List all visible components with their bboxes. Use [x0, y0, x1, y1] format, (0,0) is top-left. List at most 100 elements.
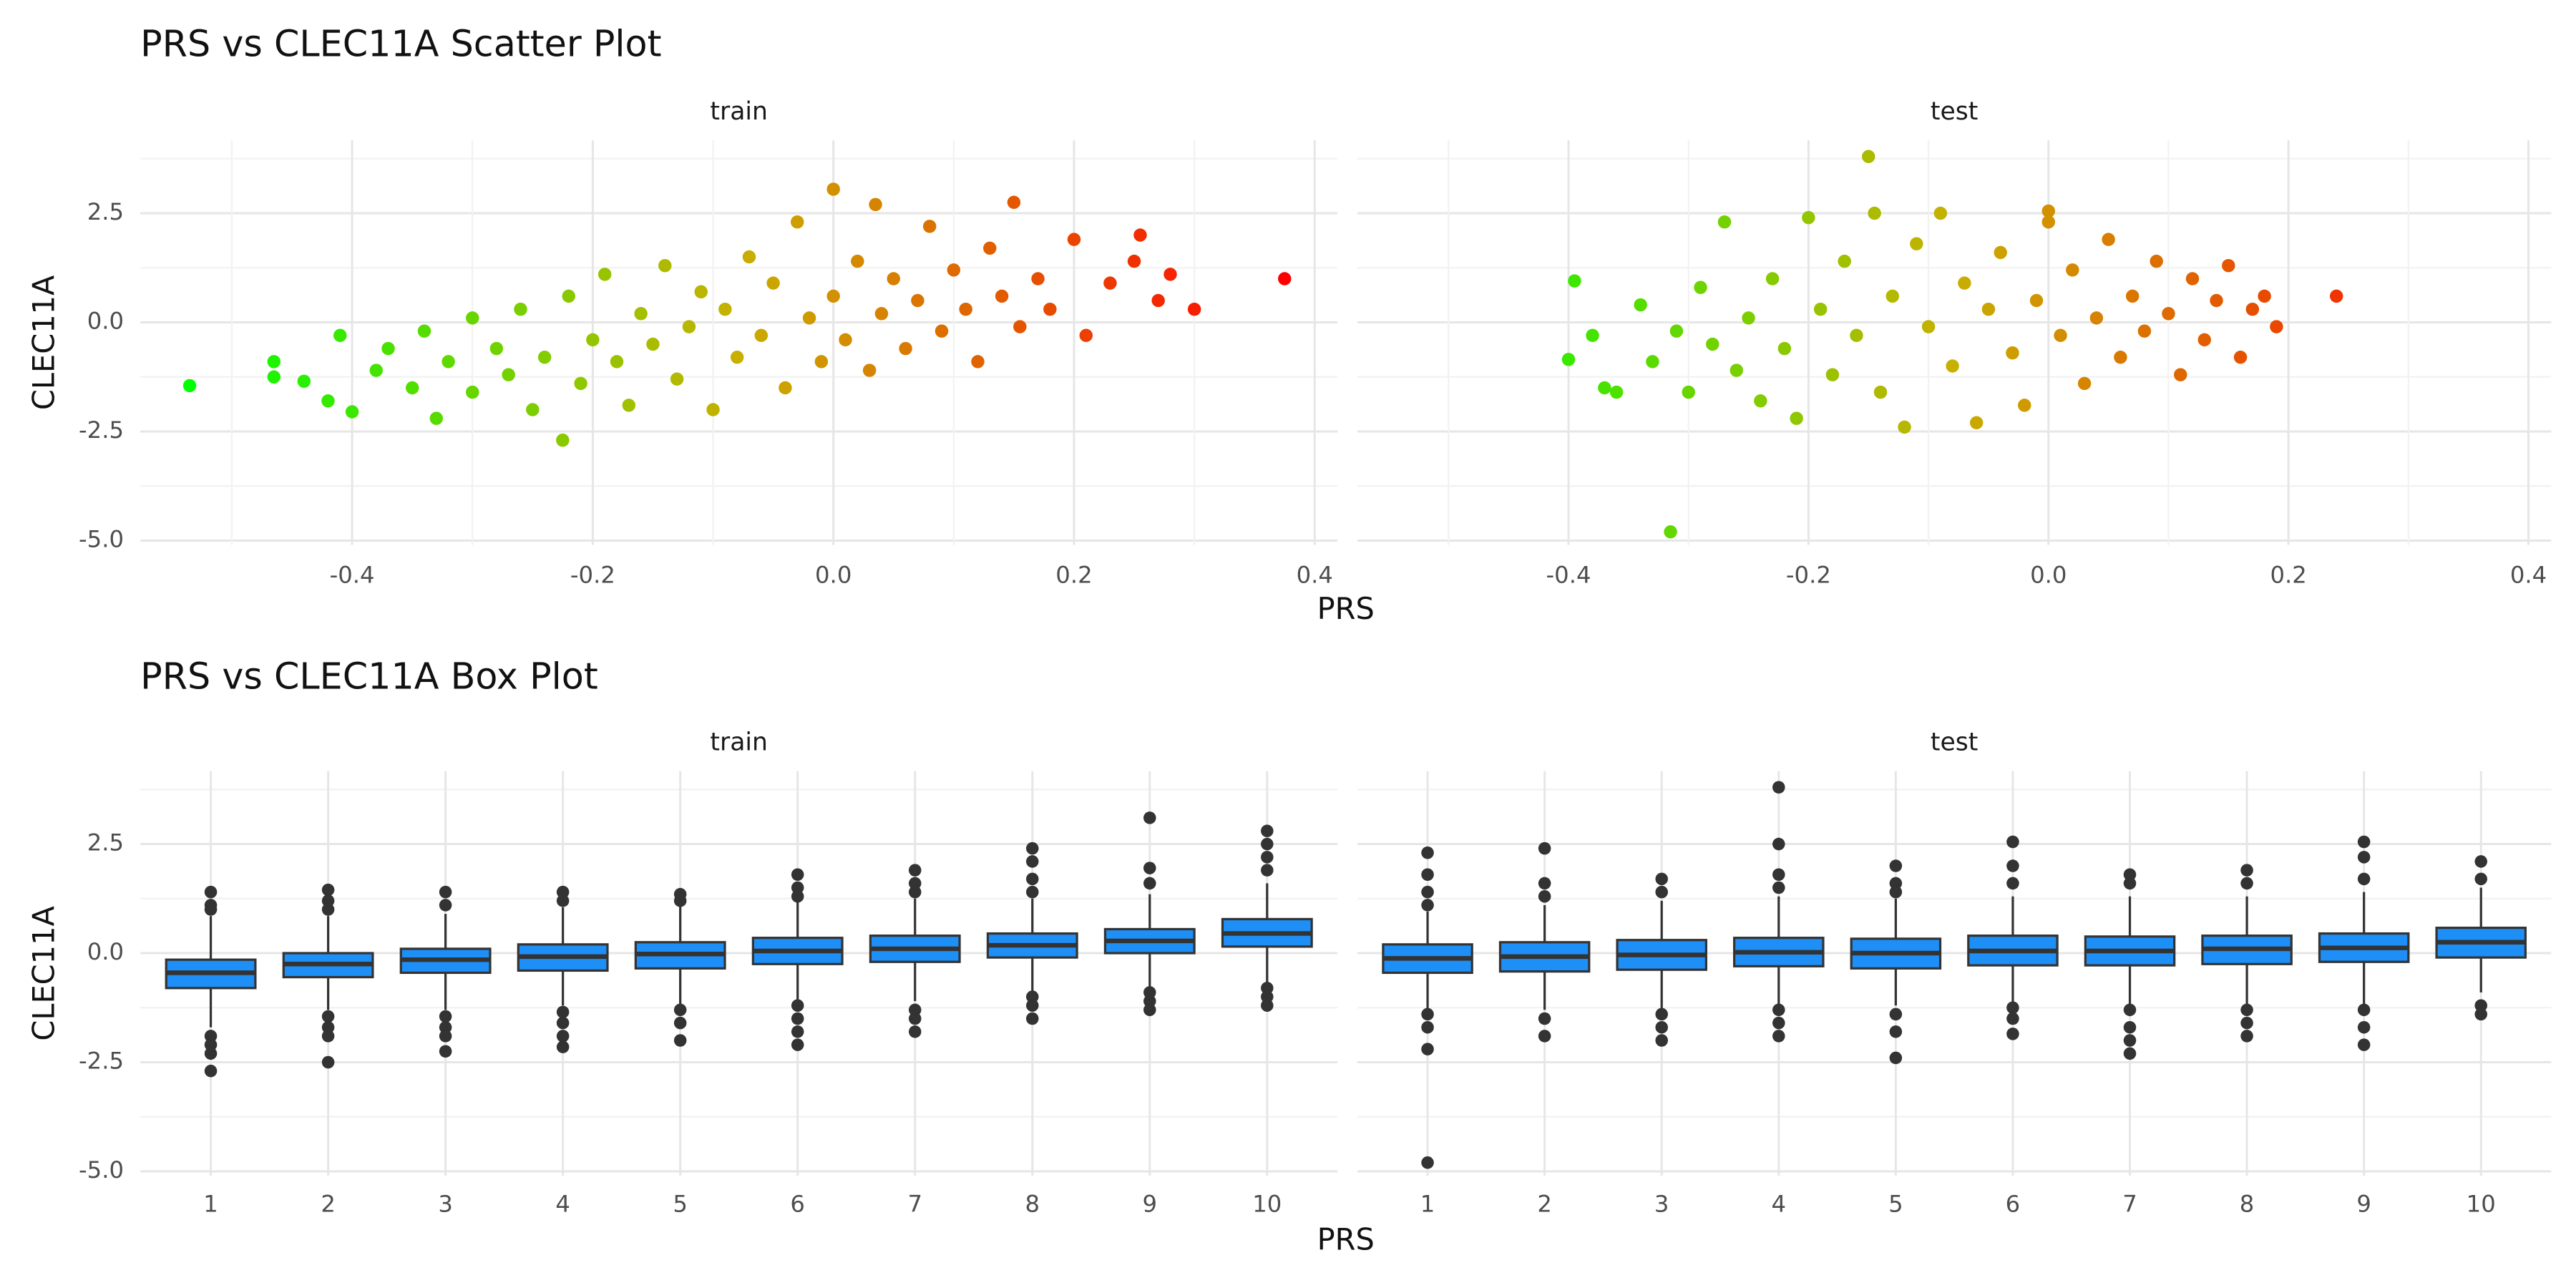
- outlier: [439, 1020, 452, 1034]
- point: [1133, 228, 1147, 242]
- outlier: [791, 868, 804, 882]
- point: [911, 293, 924, 308]
- point: [2150, 254, 2163, 268]
- point: [2222, 258, 2235, 273]
- outlier: [1772, 868, 1785, 882]
- point: [466, 385, 479, 399]
- y-tick-label: 2.5: [87, 198, 124, 225]
- x-axis-label: PRS: [1317, 1221, 1375, 1257]
- point: [1682, 385, 1695, 399]
- outlier: [321, 883, 335, 897]
- outlier: [1261, 851, 1274, 864]
- point: [1127, 254, 1141, 268]
- outlier: [321, 1010, 335, 1023]
- point: [899, 341, 912, 356]
- outlier: [1889, 1051, 1903, 1065]
- strip-label: test: [1931, 97, 1978, 126]
- outlier: [1421, 1008, 1434, 1021]
- point: [1609, 385, 1624, 399]
- point: [556, 433, 570, 447]
- point: [1151, 293, 1165, 308]
- point: [2018, 399, 2031, 412]
- point: [1946, 359, 1959, 373]
- point: [2089, 311, 2104, 325]
- outlier: [1025, 885, 1039, 899]
- point: [1634, 298, 1647, 312]
- outlier: [908, 1012, 922, 1025]
- x-tick-label: -0.4: [330, 561, 375, 588]
- point: [369, 364, 383, 377]
- x-tick-label: 0.2: [1055, 561, 1092, 588]
- outlier: [2357, 835, 2371, 849]
- point: [2245, 302, 2260, 316]
- chart-title: PRS vs CLEC11A Box Plot: [140, 655, 598, 697]
- point: [537, 351, 552, 364]
- point: [1994, 245, 2007, 260]
- point: [1921, 320, 1936, 333]
- outlier: [1772, 837, 1785, 851]
- outlier: [908, 1003, 922, 1017]
- point: [826, 182, 840, 196]
- outlier: [1261, 982, 1274, 995]
- outlier: [204, 903, 218, 916]
- outlier: [321, 1030, 335, 1043]
- outlier: [1261, 824, 1274, 838]
- point: [489, 341, 504, 356]
- point: [718, 302, 732, 316]
- x-tick-label: 0.4: [2510, 561, 2547, 588]
- point: [2233, 351, 2248, 364]
- point: [1898, 420, 1911, 434]
- outlier: [556, 1040, 570, 1053]
- outlier: [2357, 1020, 2371, 1034]
- point: [2029, 293, 2044, 308]
- point: [1079, 328, 1093, 343]
- outlier: [2123, 1034, 2137, 1047]
- y-axis-label: CLEC11A: [26, 275, 62, 410]
- outlier: [1143, 995, 1156, 1008]
- point: [995, 289, 1009, 303]
- outlier: [1025, 841, 1039, 855]
- outlier: [1421, 868, 1434, 882]
- x-tick-label: -0.4: [1546, 561, 1591, 588]
- outlier: [1538, 877, 1551, 890]
- outlier: [1421, 846, 1434, 859]
- point: [1586, 328, 1599, 343]
- point: [182, 379, 197, 393]
- point: [1873, 385, 1888, 399]
- outlier: [2123, 1003, 2137, 1017]
- outlier: [1261, 864, 1274, 877]
- outlier: [1889, 1008, 1903, 1021]
- point: [754, 328, 769, 343]
- point: [1790, 411, 1803, 425]
- point: [1669, 324, 1684, 338]
- point: [502, 368, 515, 381]
- strip-label: test: [1931, 728, 1978, 756]
- x-tick-label: 0.4: [1297, 561, 1333, 588]
- outlier: [1889, 877, 1903, 890]
- outlier: [321, 903, 335, 916]
- point: [2197, 333, 2212, 347]
- point: [922, 220, 937, 233]
- point: [2054, 328, 2067, 343]
- point: [1868, 206, 1881, 220]
- outlier: [2240, 864, 2253, 877]
- point: [466, 311, 479, 325]
- point: [2125, 289, 2140, 303]
- outlier: [1655, 1034, 1668, 1047]
- outlier: [2006, 1001, 2019, 1015]
- outlier: [1421, 899, 1434, 912]
- point: [682, 320, 696, 333]
- outlier: [908, 885, 922, 899]
- outlier: [1025, 1012, 1039, 1025]
- x-tick-label: 4: [555, 1191, 570, 1218]
- point: [2006, 346, 2019, 360]
- y-tick-label: 0.0: [87, 307, 124, 334]
- x-tick-label: -0.2: [1786, 561, 1831, 588]
- outlier: [2240, 1016, 2253, 1030]
- outlier: [2006, 835, 2019, 849]
- x-tick-label: 6: [2006, 1191, 2021, 1218]
- outlier: [556, 894, 570, 907]
- point: [429, 411, 444, 425]
- point: [766, 276, 780, 290]
- outlier: [1025, 990, 1039, 1003]
